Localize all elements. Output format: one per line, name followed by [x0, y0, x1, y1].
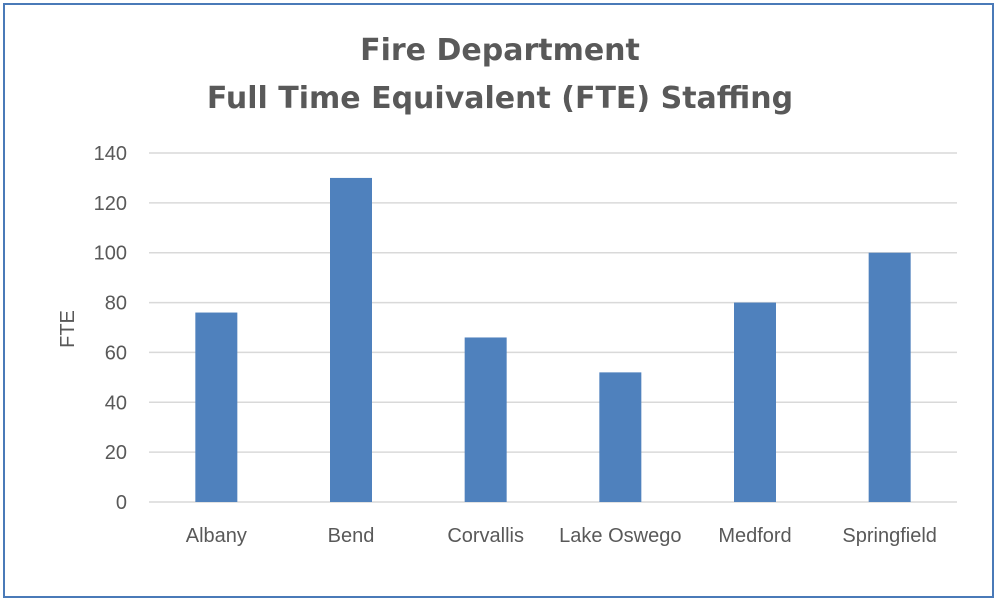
- x-tick-label: Lake Oswego: [559, 525, 681, 547]
- y-tick-label: 60: [105, 342, 127, 364]
- x-tick-label: Medford: [718, 525, 791, 547]
- bar-lake-oswego: [599, 372, 642, 502]
- y-axis-label: FTE: [57, 310, 79, 348]
- y-axis-ticks: 0 20 40 60 80 100 120 140: [94, 143, 127, 514]
- chart-title: Fire Department: [360, 33, 640, 68]
- bar-springfield: [868, 252, 911, 502]
- x-tick-label: Albany: [186, 525, 247, 547]
- x-axis-labels: Albany Bend Corvallis Lake Oswego Medford Spr…: [186, 525, 937, 547]
- y-tick-label: 100: [94, 243, 127, 265]
- x-tick-label: Bend: [328, 525, 375, 547]
- bars: [195, 177, 911, 502]
- y-tick-label: 0: [116, 492, 127, 514]
- chart-subtitle: Full Time Equivalent (FTE) Staffing: [206, 81, 794, 116]
- y-tick-label: 20: [105, 442, 127, 464]
- y-tick-label: 80: [105, 293, 127, 315]
- bar-bend: [330, 177, 372, 502]
- bar-medford: [734, 302, 776, 502]
- x-tick-label: Springfield: [842, 525, 937, 547]
- x-tick-label: Corvallis: [447, 525, 524, 547]
- y-tick-label: 120: [94, 193, 127, 215]
- bar-corvallis: [464, 337, 507, 502]
- y-tick-label: 140: [94, 143, 127, 165]
- y-tick-label: 40: [105, 392, 127, 414]
- gridlines: [149, 152, 957, 503]
- bar-albany: [195, 312, 238, 502]
